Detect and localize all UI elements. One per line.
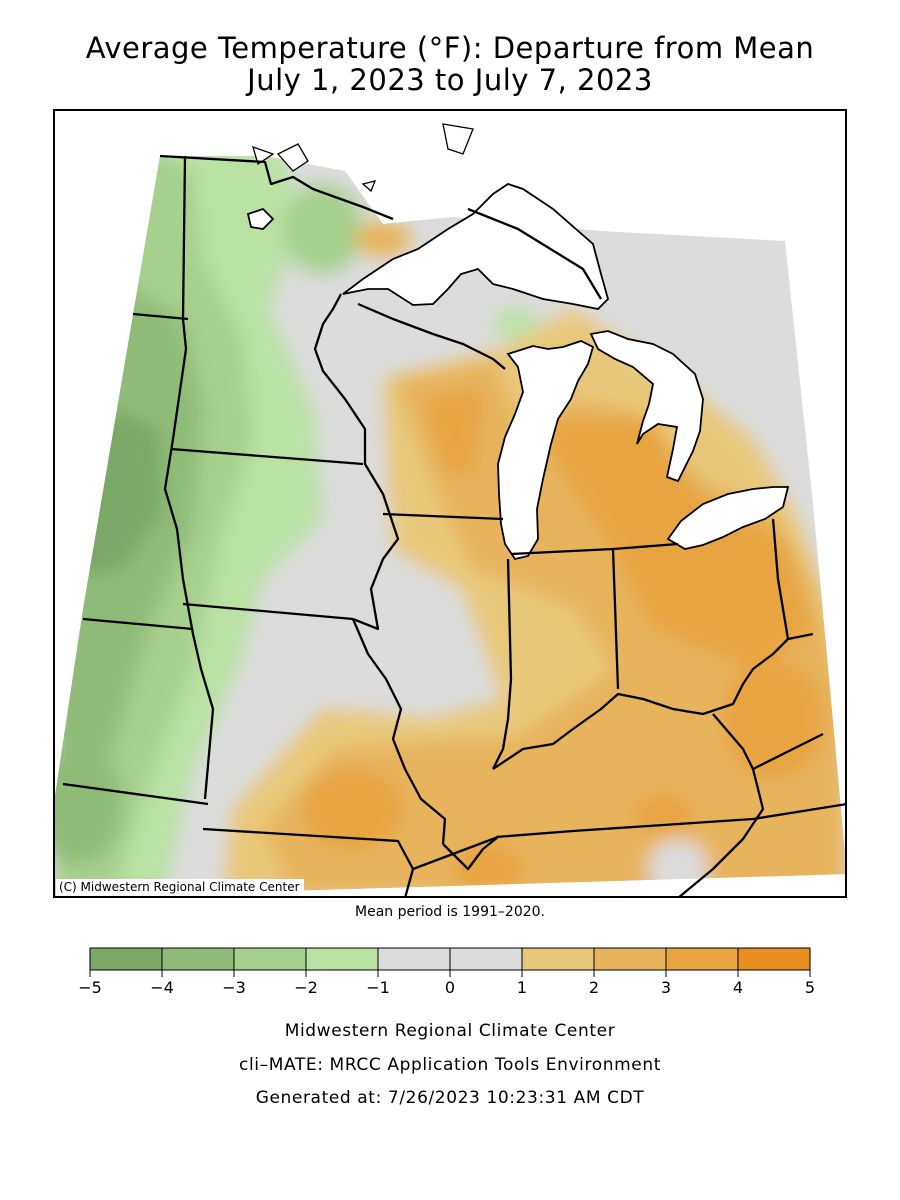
legend-tick-label: −2 <box>294 978 318 997</box>
state-borders <box>62 154 847 898</box>
great-lakes <box>246 183 790 561</box>
legend-swatch <box>89 947 163 971</box>
map-title: Average Temperature (°F): Departure from… <box>85 31 815 65</box>
legend-tick-label: 0 <box>445 978 455 997</box>
legend-swatch <box>665 947 739 971</box>
legend-tick-label: 3 <box>661 978 671 997</box>
legend-swatch <box>233 947 307 971</box>
copyright-label: (C) Midwestern Regional Climate Center <box>56 879 304 896</box>
canada-region <box>252 123 474 193</box>
footer-generated: Generated at: 7/26/2023 10:23:31 AM CDT <box>255 1088 645 1108</box>
map-border <box>53 109 847 898</box>
footer-org: Midwestern Regional Climate Center <box>284 1021 616 1041</box>
mean-period-note: Mean period is 1991–2020. <box>355 904 545 920</box>
legend-swatch <box>449 947 523 971</box>
legend-swatch <box>305 947 379 971</box>
legend-tick-label: 4 <box>733 978 743 997</box>
legend-swatch <box>593 947 667 971</box>
map-date-range: July 1, 2023 to July 7, 2023 <box>247 63 653 97</box>
legend-tick-label: 1 <box>517 978 527 997</box>
color-legend: −5 −4 −3 −2 −1 0 1 2 3 4 5 <box>0 940 900 1004</box>
legend-tick-label: −4 <box>150 978 174 997</box>
legend-tick-label: −3 <box>222 978 246 997</box>
legend-tick-label: 5 <box>805 978 815 997</box>
legend-swatch <box>737 947 811 971</box>
temperature-departure-map <box>53 109 847 898</box>
legend-swatch <box>161 947 235 971</box>
legend-tick-label: 2 <box>589 978 599 997</box>
legend-tick-label: −1 <box>366 978 390 997</box>
legend-tick-label: −5 <box>78 978 102 997</box>
legend-swatch <box>521 947 595 971</box>
footer-tool: cli–MATE: MRCC Application Tools Environ… <box>239 1055 661 1075</box>
legend-swatch <box>377 947 451 971</box>
